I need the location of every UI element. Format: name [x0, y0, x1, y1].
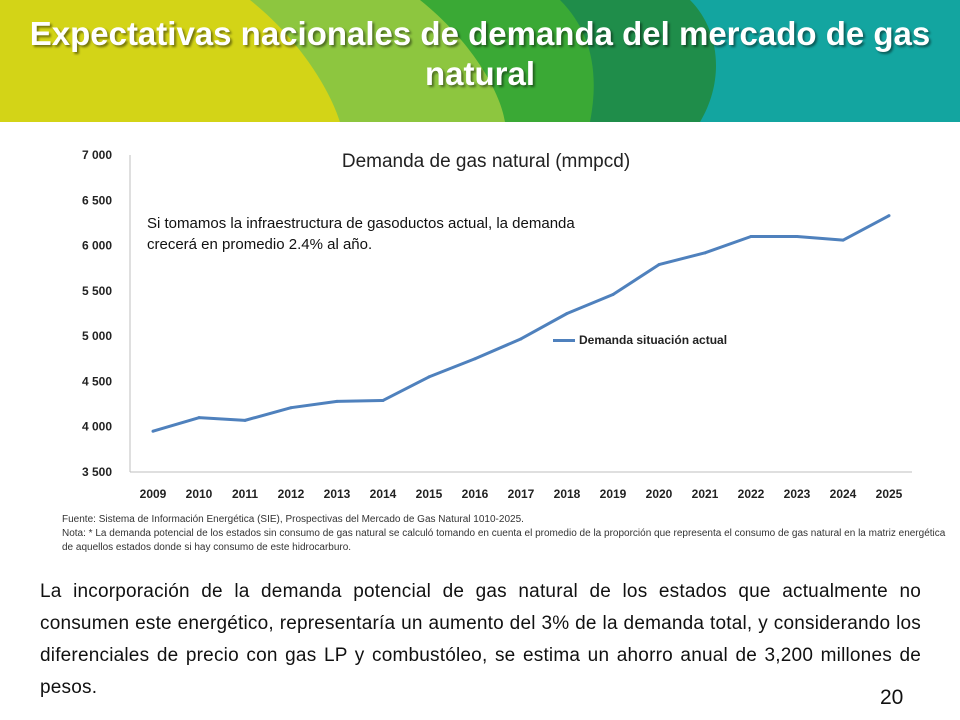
x-tick-label: 2025	[876, 487, 903, 501]
y-tick-label: 4 000	[82, 420, 112, 434]
data-point	[795, 235, 799, 239]
data-point	[427, 375, 431, 379]
x-tick-label: 2010	[186, 487, 213, 501]
x-tick-label: 2021	[692, 487, 719, 501]
data-point	[151, 429, 155, 433]
x-tick-label: 2013	[324, 487, 351, 501]
data-point	[381, 398, 385, 402]
data-point	[473, 357, 477, 361]
slide-title: Expectativas nacionales de demanda del m…	[29, 15, 931, 92]
x-tick-label: 2023	[784, 487, 811, 501]
data-point	[519, 337, 523, 341]
y-tick-label: 6 500	[82, 193, 112, 207]
x-tick-label: 2011	[232, 487, 258, 501]
title-banner: Expectativas nacionales de demanda del m…	[0, 0, 960, 122]
chart-annotation: Si tomamos la infraestructura de gasoduc…	[147, 215, 575, 253]
legend-label: Demanda situación actual	[579, 333, 728, 347]
y-tick-label: 7 000	[82, 148, 112, 162]
x-axis-ticks: 2009 2010 2011 2012 2013 2014 2015 2016 2017 2018…	[140, 487, 903, 501]
data-point	[749, 235, 753, 239]
x-tick-label: 2022	[738, 487, 765, 501]
chart-title: Demanda de gas natural (mmpcd)	[341, 151, 631, 172]
y-tick-label: 3 500	[82, 465, 112, 479]
data-point	[289, 406, 293, 410]
data-point	[243, 418, 247, 422]
y-tick-label: 6 000	[82, 239, 112, 253]
data-point	[335, 399, 339, 403]
data-point	[703, 251, 707, 255]
data-point	[565, 312, 569, 315]
x-tick-label: 2017	[508, 487, 535, 501]
x-tick-label: 2018	[554, 487, 581, 501]
data-point	[887, 214, 891, 218]
y-tick-label: 5 000	[82, 329, 112, 343]
data-point	[197, 416, 201, 420]
y-axis-ticks: 3 500 4 000 4 500 5 000 5 500 6 000 6 500 7 000	[82, 148, 112, 479]
x-tick-label: 2024	[830, 487, 857, 501]
method-note: Nota: * La demanda potencial de los esta…	[62, 528, 946, 553]
x-tick-label: 2020	[646, 487, 673, 501]
x-tick-label: 2012	[278, 487, 305, 501]
x-tick-label: 2016	[462, 487, 489, 501]
data-point	[841, 238, 845, 242]
footnotes: Fuente: Sistema de Información Energétic…	[62, 513, 952, 555]
x-tick-label: 2009	[140, 487, 167, 501]
chart-legend: Demanda situación actual	[553, 333, 727, 347]
chart-area: 3 500 4 000 4 500 5 000 5 500 6 000 6 500 7 000…	[0, 125, 960, 510]
page-number: 20	[880, 686, 904, 709]
x-tick-label: 2019	[600, 487, 627, 501]
data-point	[611, 292, 615, 296]
banner-background	[0, 0, 960, 122]
source-note: Fuente: Sistema de Información Energétic…	[62, 514, 524, 525]
y-tick-label: 5 500	[82, 284, 112, 298]
line-chart: 3 500 4 000 4 500 5 000 5 500 6 000 6 500 7 000…	[82, 148, 912, 501]
body-paragraph: La incorporación de la demanda potencial…	[40, 581, 921, 698]
legend-swatch	[553, 338, 575, 342]
x-tick-label: 2015	[416, 487, 443, 501]
y-tick-label: 4 500	[82, 374, 112, 388]
x-tick-label: 2014	[370, 487, 397, 501]
data-point	[657, 263, 661, 267]
series-layer	[151, 214, 891, 433]
